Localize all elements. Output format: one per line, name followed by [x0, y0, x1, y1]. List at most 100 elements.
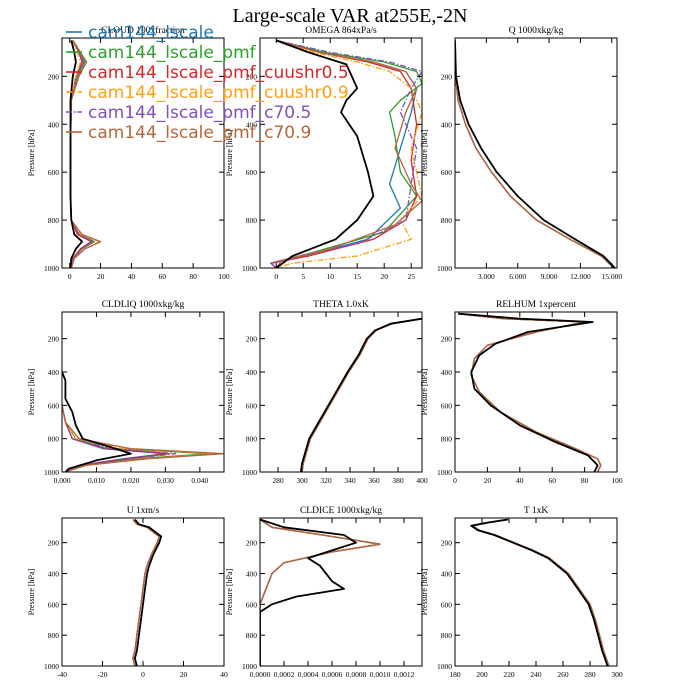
series-line-reference	[260, 518, 357, 666]
legend-label: cam144_lscale_pmf	[88, 43, 257, 63]
y-tick-label: 400	[441, 120, 453, 129]
x-tick-label: 400	[416, 476, 428, 485]
y-tick-label: 800	[441, 435, 453, 444]
x-tick-label: 80	[581, 476, 589, 485]
y-tick-label: 800	[48, 435, 60, 444]
x-tick-label: 180	[449, 670, 461, 679]
x-tick-label: 60	[548, 476, 556, 485]
y-axis-label: Pressure [hPa]	[27, 129, 36, 176]
legend-label: cam144_lscale_pmf_cuushr0.9	[88, 83, 349, 103]
x-tick-label: 6.000	[509, 272, 526, 281]
series-line-cam144-lscale	[301, 318, 422, 472]
x-tick-label: 80	[189, 272, 197, 281]
series-line-cam144-lscale-pmf-cuushr0-9	[276, 39, 422, 268]
y-tick-label: 600	[48, 168, 60, 177]
x-tick-label: 240	[530, 670, 542, 679]
plot-frame	[259, 311, 423, 473]
y-tick-label: 600	[246, 600, 258, 609]
panel-theta-1-0xk: THETA 1.0xK 200 400 600 800 1000 Pressure [hPa…	[225, 300, 428, 485]
panel-title: T 1xK	[524, 506, 549, 516]
x-tick-label: 340	[344, 476, 356, 485]
series-line-cam144-lscale-pmf-cuushr0-5	[270, 39, 418, 268]
profiles	[69, 40, 102, 268]
x-tick-label: 0.0000	[250, 670, 271, 679]
x-tick-label: 0.0006	[322, 670, 343, 679]
y-tick-label: 600	[441, 600, 453, 609]
x-tick-label: 20	[180, 670, 188, 679]
y-tick-label: 400	[48, 120, 60, 129]
y-tick-label: 200	[48, 72, 60, 81]
x-tick-label: 0.040	[191, 476, 208, 485]
x-tick-label: 25	[407, 272, 415, 281]
y-tick-label: 400	[441, 570, 453, 579]
panel-cloud-100xfraction: CLOUD 100xfraction2004006008001000Pressu…	[27, 25, 230, 281]
y-axis-label: Pressure [hPa]	[420, 568, 429, 615]
y-tick-label: 800	[246, 216, 258, 225]
x-tick-label: 100	[611, 476, 623, 485]
plot-frame	[259, 37, 423, 269]
series-line-cam144-lscale-pmf-c70-5	[62, 405, 177, 472]
x-tick-label: 100	[218, 272, 230, 281]
plot-frame	[454, 37, 618, 269]
x-tick-label: 40	[516, 476, 524, 485]
y-axis-label: Pressure [hPa]	[420, 129, 429, 176]
x-tick-label: 12.000	[570, 272, 591, 281]
series-line-cam144-lscale-pmf-c70-5	[455, 40, 615, 268]
panel-title: CLOUD 100xfraction	[101, 25, 185, 36]
y-tick-label: 400	[246, 120, 258, 129]
x-tick-label: 15.000	[601, 272, 622, 281]
series-line-cam144-lscale-pmf	[471, 518, 610, 666]
x-tick-label: 320	[320, 476, 332, 485]
x-tick-label: 3.000	[478, 272, 495, 281]
panel-title: RELHUM 1xpercent	[496, 300, 576, 310]
series-line-cam144-lscale	[455, 40, 615, 268]
y-tick-label: 1000	[437, 662, 452, 671]
y-axis-label: Pressure [hPa]	[27, 368, 36, 415]
panel-relhum-1xpercent: RELHUM 1xpercent2004006008001000Pressure…	[420, 300, 623, 485]
series-line-cam144-lscale-pmf-cuushr0-9	[301, 318, 422, 472]
y-tick-label: 600	[441, 401, 453, 410]
series-line-cam144-lscale-pmf-c70-9	[132, 519, 160, 666]
profiles	[62, 371, 224, 472]
x-tick-label: 260	[557, 670, 569, 679]
legend-label: cam144_lscale_pmf_cuushr0.5	[88, 63, 349, 83]
y-tick-label: 1000	[242, 468, 257, 477]
legend-item-cam144-lscale-pmf-c70-5: cam144_lscale_pmf_c70.5	[66, 103, 311, 123]
series-line-cam144-lscale-pmf-c70-9	[471, 518, 610, 666]
plot-frame	[454, 517, 618, 667]
y-tick-label: 800	[48, 631, 60, 640]
y-tick-label: 600	[48, 600, 60, 609]
series-line-cam144-lscale-pmf-cuushr0-9	[471, 518, 610, 666]
x-tick-label: 0.0008	[346, 670, 367, 679]
series-line-cam144-lscale-pmf-c70-5	[69, 40, 94, 268]
y-tick-label: 400	[48, 368, 60, 377]
x-tick-label: 0.0004	[298, 670, 319, 679]
legend-label: cam144_lscale	[88, 23, 214, 43]
x-tick-label: 0.0010	[370, 670, 391, 679]
panel-title: U 1xm/s	[127, 506, 160, 516]
x-tick-label: 20	[380, 272, 388, 281]
y-tick-label: 600	[48, 401, 60, 410]
series-line-reference	[458, 312, 599, 472]
series-line-cam144-lscale-pmf-cuushr0-5	[471, 518, 610, 666]
profiles	[260, 518, 381, 666]
series-line-reference	[134, 518, 163, 666]
x-tick-label: -20	[98, 670, 108, 679]
y-tick-label: 600	[441, 168, 453, 177]
x-tick-label: 60	[159, 272, 167, 281]
y-tick-label: 200	[441, 335, 453, 344]
series-line-reference	[455, 40, 616, 268]
figure-title: Large-scale VAR at255E,-2N	[233, 5, 468, 27]
series-line-cam144-lscale-pmf-cuushr0-9	[455, 40, 615, 268]
x-tick-label: 280	[272, 476, 284, 485]
x-tick-label: 0.000	[54, 476, 71, 485]
series-line-cam144-lscale-pmf-c70-5	[132, 519, 160, 666]
panel-title: OMEGA 864xPa/s	[305, 26, 377, 36]
profiles	[470, 518, 610, 666]
y-axis-label: Pressure [hPa]	[225, 368, 234, 415]
series-line-cam144-lscale-pmf	[132, 519, 160, 666]
profiles	[132, 518, 163, 666]
x-tick-label: 360	[368, 476, 380, 485]
y-tick-label: 400	[246, 368, 258, 377]
